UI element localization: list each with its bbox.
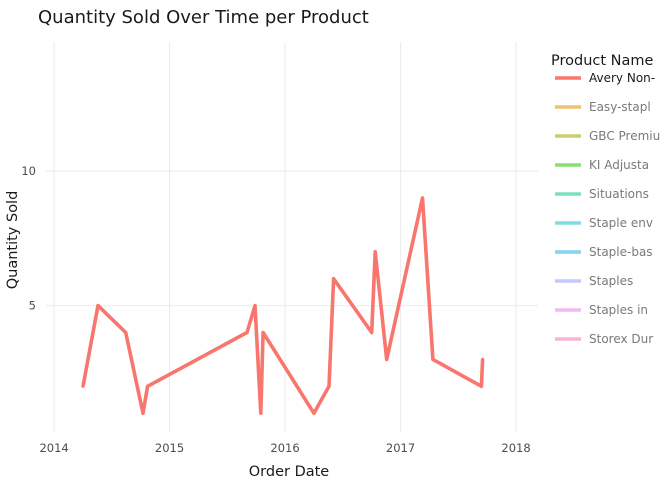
data-point xyxy=(261,330,265,335)
legend-label: Storex Dur xyxy=(589,332,653,346)
series-layer xyxy=(81,196,485,416)
legend-label: Staple env xyxy=(589,216,653,230)
legend-label: Staples in xyxy=(589,303,648,317)
legend-label: KI Adjusta xyxy=(589,158,649,172)
data-point xyxy=(331,277,336,281)
data-point xyxy=(385,357,389,361)
data-point xyxy=(373,250,377,254)
legend-item[interactable]: Staples xyxy=(555,274,633,288)
data-point xyxy=(259,411,263,415)
grid xyxy=(46,42,538,432)
legend-label: Easy-stapl xyxy=(589,100,651,114)
data-point xyxy=(370,330,374,335)
legend-item[interactable]: Easy-stapl xyxy=(555,100,651,114)
data-point xyxy=(81,384,85,388)
x-tick-label: 2017 xyxy=(386,441,415,455)
data-point xyxy=(480,357,485,361)
legend-label: Staples xyxy=(589,274,633,288)
chart-title: Quantity Sold Over Time per Product xyxy=(38,7,369,28)
data-point xyxy=(96,303,100,308)
legend-item[interactable]: Storex Dur xyxy=(555,332,653,346)
data-point xyxy=(431,357,435,361)
x-tick-label: 2016 xyxy=(270,441,299,455)
legend-item[interactable]: Avery Non- xyxy=(555,71,655,85)
legend-item[interactable]: GBC Premiu xyxy=(555,129,660,143)
legend-item[interactable]: Situations xyxy=(555,187,649,201)
data-point xyxy=(327,384,331,388)
legend-item[interactable]: Staples in xyxy=(555,303,648,317)
y-tick-label: 10 xyxy=(21,164,36,178)
legend-label: Situations xyxy=(589,187,649,201)
data-point xyxy=(141,411,145,415)
legend[interactable]: Product Name Avery Non- Easy-stapl GBC Pre… xyxy=(551,53,660,346)
legend-item[interactable]: KI Adjusta xyxy=(555,158,649,172)
legend-title: Product Name xyxy=(551,53,654,69)
data-point xyxy=(124,330,128,335)
legend-label: Staple-bas xyxy=(589,245,653,259)
x-axis-title: Order Date xyxy=(249,464,330,480)
legend-items[interactable]: Avery Non- Easy-stapl GBC Premiu KI Adjusta… xyxy=(555,71,660,346)
y-tick-label: 5 xyxy=(29,299,36,313)
legend-label: Avery Non- xyxy=(589,71,655,85)
x-tick-label: 2014 xyxy=(39,441,68,455)
y-axis-title: Quantity Sold xyxy=(5,191,21,290)
data-point xyxy=(253,303,257,308)
data-point xyxy=(420,196,425,200)
x-tick-label: 2015 xyxy=(155,441,184,455)
legend-item[interactable]: Staple-bas xyxy=(555,245,653,259)
legend-label: GBC Premiu xyxy=(589,129,660,143)
tick-labels: 2014 2015 2016 2017 2018 5 10 xyxy=(21,164,530,455)
x-tick-label: 2018 xyxy=(501,441,530,455)
data-point xyxy=(312,411,316,415)
data-point xyxy=(245,330,249,335)
data-point xyxy=(479,384,484,388)
legend-item[interactable]: Staple env xyxy=(555,216,653,230)
data-point xyxy=(146,384,150,388)
